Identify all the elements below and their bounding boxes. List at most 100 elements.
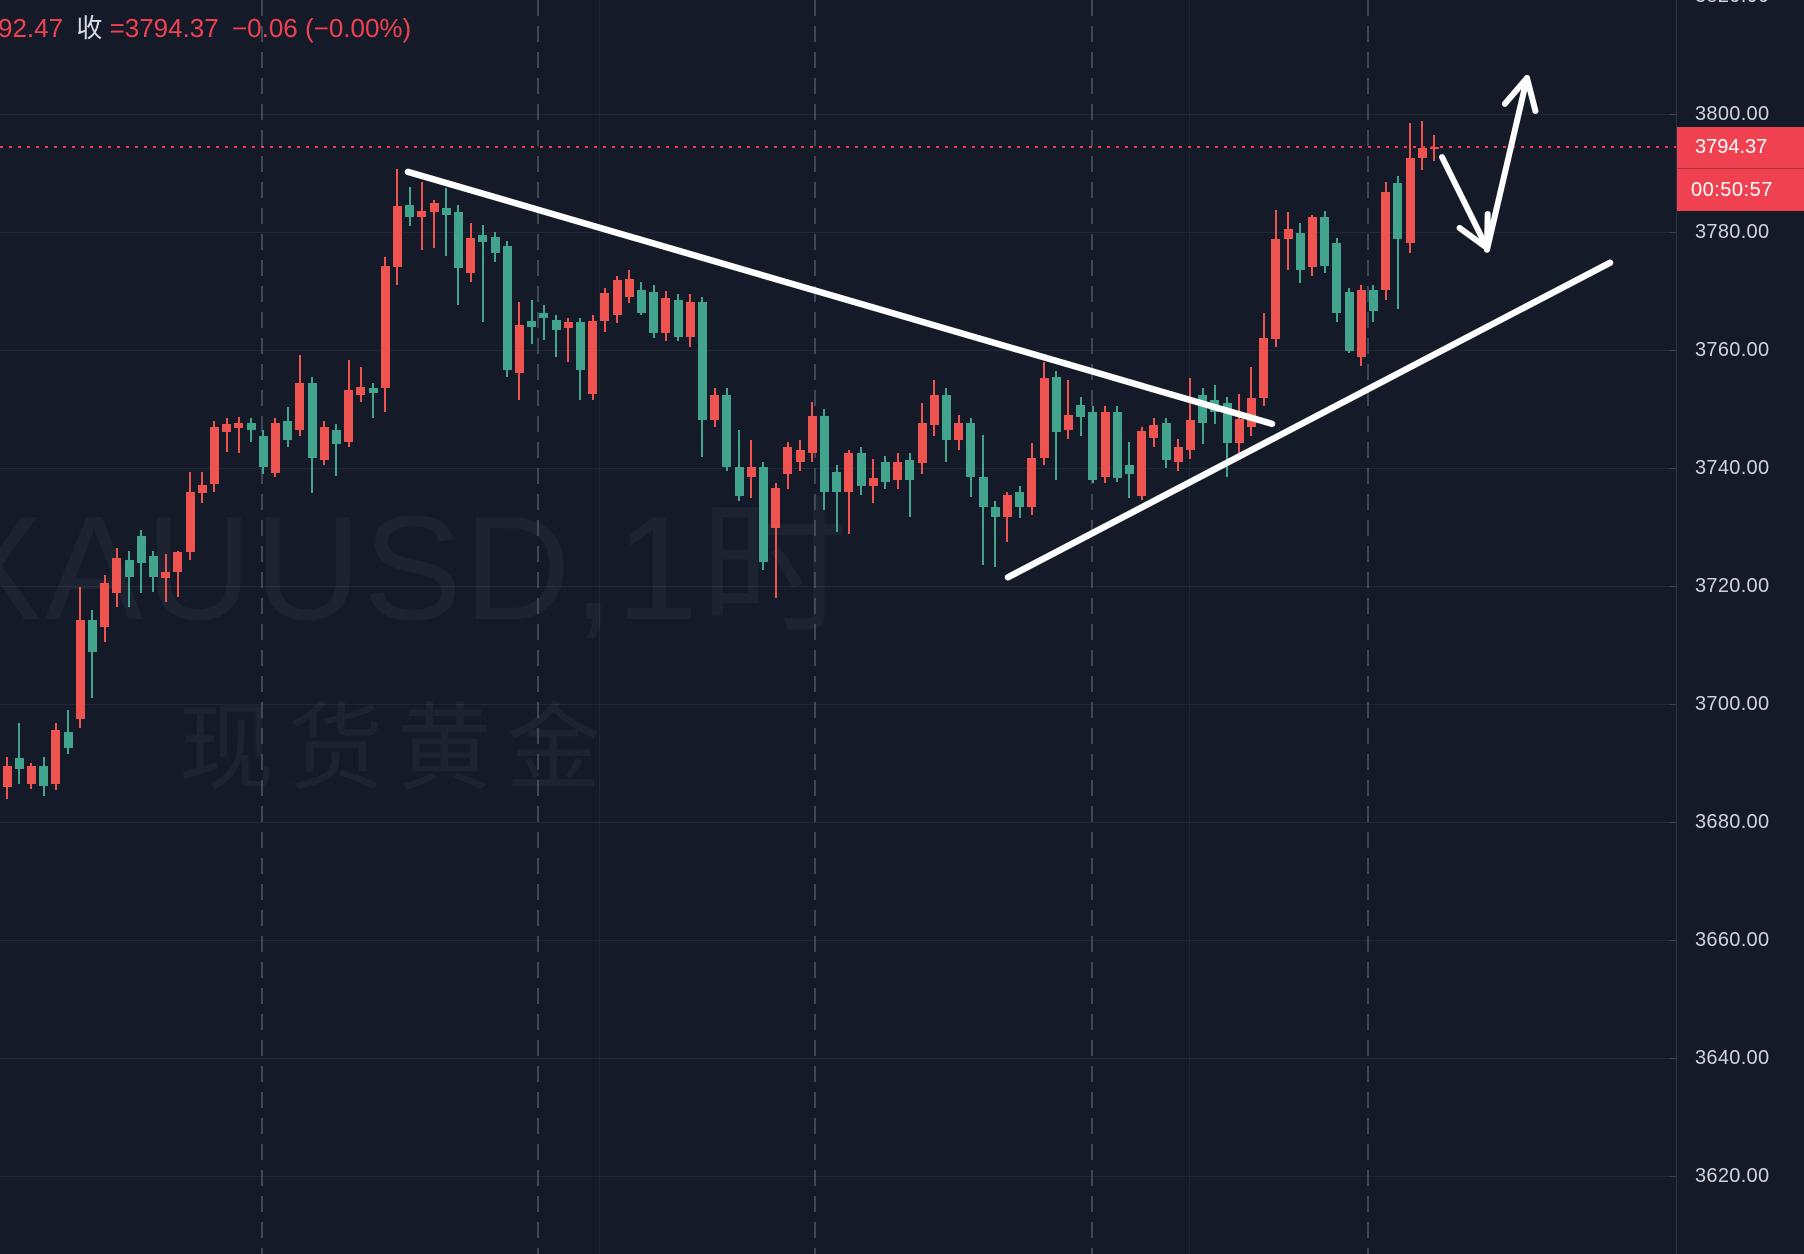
candle-down [441,208,451,215]
candle-up [319,426,329,460]
trendline-descending-resistance[interactable] [404,168,1276,428]
candle-wick [1067,379,1070,439]
arrow-breakout-arrow[interactable] [1484,75,1530,253]
candle-wick [445,188,448,256]
gridline-vertical-dashed [1367,0,1369,1254]
price-axis-tick [1669,468,1677,470]
candle-up [1429,147,1439,150]
candle-wick [1396,175,1399,310]
candle-up [392,206,402,267]
candle-up [466,237,476,273]
gridline-horizontal [0,703,1676,705]
candle-down [880,461,890,482]
candle-up [1002,495,1012,518]
candle-up [807,415,817,454]
candle-down [1368,289,1378,311]
candle-wick [237,416,240,454]
chart-pane[interactable]: XAUUSD,1时 现货黄金 92.47 收 =3794.37 −0.06 (−… [0,0,1676,1254]
candle-up [344,390,354,443]
candle-up [868,478,878,487]
candle-down [1112,412,1122,479]
candle-down [1124,465,1134,474]
trendline-ascending-support[interactable] [1004,259,1614,581]
candle-wick [567,317,570,363]
candle-down [1198,394,1208,424]
candle-up [1283,229,1293,240]
last-price-line [0,146,1676,149]
legend-change-value: −0.06 (−0.00%) [231,13,412,43]
candle-down [832,471,842,493]
gridline-horizontal [0,113,1676,115]
candle-down [1051,377,1061,433]
arrowhead-pullback-arrow[interactable] [1456,224,1490,251]
candle-down [39,766,49,786]
candle-up [1063,414,1073,431]
candle-wick [542,305,545,341]
candle-up [1185,420,1195,450]
candle-wick [359,367,362,402]
candle-up [929,394,939,425]
gridline-vertical-session [1189,0,1190,1254]
arrow-pullback-arrow[interactable] [1439,154,1490,251]
candle-wick [176,550,179,598]
price-axis-label: 3740.00 [1695,457,1770,480]
price-axis-label: 3620.00 [1695,1165,1770,1188]
candle-down [490,236,500,254]
gridline-horizontal [0,1057,1676,1059]
price-axis[interactable]: 3820.00 3800.00 3780.00 3760.00 3740.00 3720.… [1669,0,1804,1254]
candle-down [246,423,256,431]
gridline-horizontal [0,467,1676,469]
candle-down [990,507,1000,518]
candle-up [1173,446,1183,462]
candle-down [819,415,829,493]
candle-down [758,466,768,562]
price-axis-tick [1669,822,1677,824]
candle-wick [128,550,130,607]
candle-down [14,757,24,770]
candle-up [417,210,427,218]
price-axis-label: 3680.00 [1695,811,1770,834]
candle-down [1320,217,1330,267]
candle-wick [91,609,94,699]
candle-wick [555,314,557,358]
candle-up [173,551,183,572]
candle-down [502,246,512,371]
candle-down [941,394,951,441]
candle-up [356,387,366,395]
candle-up [893,461,903,480]
candle-up [844,453,854,493]
candle-wick [335,423,338,476]
drawings-layer[interactable] [0,0,1676,1254]
candle-up [1137,431,1147,497]
candle-up [1307,217,1317,267]
candle-down [722,394,732,467]
candle-down [405,204,415,218]
gridline-vertical-session [599,0,600,1254]
gridline-vertical-dashed [1091,0,1093,1254]
candle-down [966,423,976,477]
candle-down [575,322,585,371]
last-price-value: 3794.37 [1677,127,1804,169]
candle-up [51,729,61,785]
candle-up [917,423,927,464]
candle-up [746,466,756,477]
candle-down [539,312,549,319]
candle-down [1015,492,1025,508]
candle-down [905,460,915,480]
candle-down [734,466,744,497]
candle-down [148,556,158,578]
candle-up [197,485,207,494]
ohlc-legend[interactable]: 92.47 收 =3794.37 −0.06 (−0.00%) [0,8,417,45]
gridline-vertical-dashed [261,0,263,1254]
candle-down [649,291,659,333]
arrowhead-breakout-arrow[interactable] [1524,75,1539,114]
candle-down [124,560,134,578]
price-axis-tick [1669,1176,1677,1178]
candle-up [295,383,305,431]
price-axis-tick [1669,586,1677,588]
candle-down [551,319,561,330]
candle-up [685,301,695,338]
arrowhead-breakout-arrow[interactable] [1501,75,1530,107]
candle-down [307,383,317,459]
